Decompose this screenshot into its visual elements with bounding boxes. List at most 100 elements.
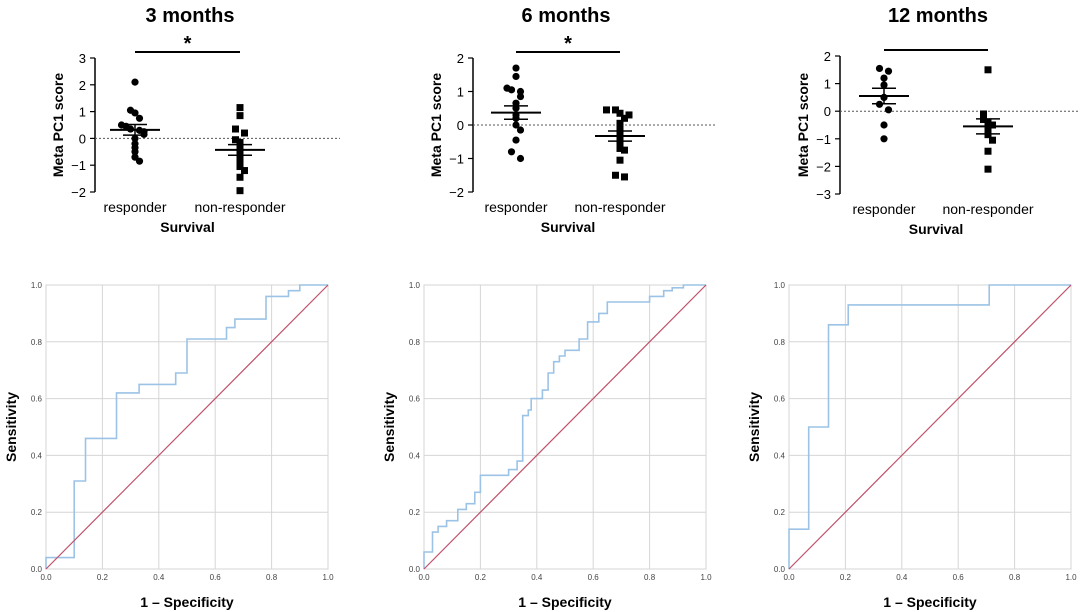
- y-tick-label: 0.2: [774, 508, 786, 517]
- y-axis-label: Sensitivity: [381, 392, 397, 462]
- series-non-responder: [963, 66, 1013, 173]
- data-point: [512, 121, 520, 129]
- y-tick-label: 1: [824, 77, 831, 92]
- data-point: [516, 154, 525, 163]
- data-point: [507, 148, 516, 156]
- series-responder: [110, 78, 160, 165]
- x-tick-label: 0.0: [40, 573, 52, 582]
- roc-plot-1: 0.00.0 0.2 0.2 0.4 0.4 0.6 0.6 0.8 0.8 1.0 1.0 1 – …: [3, 281, 334, 610]
- data-point: [140, 130, 148, 138]
- plot-title: 6 months: [522, 5, 611, 27]
- category-label: non-responder: [194, 199, 285, 215]
- x-tick-label: 0.8: [266, 573, 278, 582]
- y-tick-label: −1: [71, 158, 86, 173]
- x-axis-label: Survival: [909, 221, 963, 237]
- data-point: [880, 74, 888, 82]
- category-label: responder: [484, 199, 547, 215]
- category-label: responder: [852, 201, 915, 217]
- y-tick-label: 0.4: [31, 451, 43, 460]
- y-axis-label: Meta PC1 score: [50, 73, 66, 177]
- y-tick-label: −2: [71, 185, 86, 200]
- y-axis-label: Meta PC1 score: [795, 73, 811, 177]
- x-tick-label: 0.0: [418, 573, 430, 582]
- y-axis-label: Meta PC1 score: [428, 73, 444, 177]
- data-point: [512, 99, 520, 107]
- data-point: [621, 114, 628, 122]
- series-non-responder: [215, 104, 265, 195]
- plot-title: 12 months: [888, 5, 988, 27]
- x-tick-label: 0.2: [97, 573, 109, 582]
- dot-plot-1: 3 months −2 −1 0 1 2 3 Meta PC1 score responder n…: [50, 5, 340, 235]
- data-point: [621, 173, 628, 181]
- data-point: [616, 109, 624, 117]
- data-point: [232, 136, 239, 144]
- data-point: [512, 64, 520, 72]
- data-point: [884, 67, 893, 75]
- data-point: [131, 109, 139, 117]
- y-tick-label: 0: [824, 104, 831, 119]
- y-tick-label: 0.0: [31, 565, 43, 574]
- x-tick-label: 0.8: [644, 573, 656, 582]
- x-tick-label: 1.0: [1065, 573, 1077, 582]
- y-tick-label: −3: [816, 187, 831, 202]
- y-tick-label: −2: [449, 185, 464, 200]
- series-non-responder: [595, 106, 645, 181]
- x-axis-label: 1 – Specificity: [518, 594, 612, 610]
- data-point: [131, 134, 139, 142]
- y-tick-label: 3: [79, 51, 86, 66]
- roc-plot-2: 0.00.0 0.2 0.2 0.4 0.4 0.6 0.6 0.8 0.8 1.0 1.0 1 – …: [381, 281, 712, 610]
- y-tick-label: 0.4: [774, 451, 786, 460]
- y-tick-label: 1.0: [409, 281, 421, 290]
- data-point: [980, 110, 987, 118]
- data-point: [984, 66, 992, 74]
- category-label: non-responder: [942, 201, 1033, 217]
- data-point: [880, 135, 888, 143]
- data-point: [236, 112, 244, 120]
- x-axis-label: Survival: [541, 219, 595, 235]
- data-point: [236, 138, 244, 146]
- y-tick-label: −2: [816, 159, 831, 174]
- y-tick-label: 0.2: [31, 508, 43, 517]
- category-label: non-responder: [574, 199, 665, 215]
- data-point: [616, 123, 624, 131]
- reference-diagonal-line: [788, 284, 1072, 570]
- data-point: [880, 121, 888, 129]
- data-point: [516, 87, 525, 96]
- y-tick-label: 0.6: [774, 395, 786, 404]
- data-point: [236, 163, 244, 171]
- data-point: [612, 106, 619, 114]
- y-tick-label: 2: [824, 49, 831, 64]
- data-point: [241, 129, 248, 137]
- data-point: [236, 187, 244, 195]
- x-tick-label: 0.2: [840, 573, 852, 582]
- y-tick-label: 0.6: [31, 395, 43, 404]
- y-tick-label: 1.0: [31, 281, 43, 290]
- data-point: [135, 157, 144, 165]
- reference-diagonal-line: [45, 284, 329, 570]
- data-point: [616, 144, 624, 152]
- data-point: [875, 64, 884, 73]
- x-tick-label: 1.0: [322, 573, 334, 582]
- data-point: [625, 111, 633, 119]
- y-axis-label: Sensitivity: [3, 392, 19, 462]
- data-point: [984, 165, 992, 173]
- reference-diagonal-line: [423, 284, 707, 570]
- roc-curve-line: [45, 284, 328, 569]
- data-point: [241, 167, 248, 175]
- y-tick-label: 0.6: [409, 395, 421, 404]
- y-tick-label: 0.8: [774, 338, 786, 347]
- data-point: [984, 147, 992, 155]
- x-tick-label: 0.4: [153, 573, 165, 582]
- x-tick-label: 0.6: [953, 573, 965, 582]
- data-point: [984, 131, 992, 139]
- data-point: [512, 72, 520, 81]
- y-tick-label: 0.0: [774, 565, 786, 574]
- x-axis-label: 1 – Specificity: [140, 594, 234, 610]
- plot-title: 3 months: [146, 5, 235, 27]
- significance-star: *: [184, 33, 192, 55]
- dot-plot-3: 12 months −3 −2 −1 0 1 2 Meta PC1 score responde…: [795, 5, 1080, 237]
- data-point: [516, 92, 525, 101]
- y-tick-label: 1.0: [774, 281, 786, 290]
- category-label: responder: [103, 199, 166, 215]
